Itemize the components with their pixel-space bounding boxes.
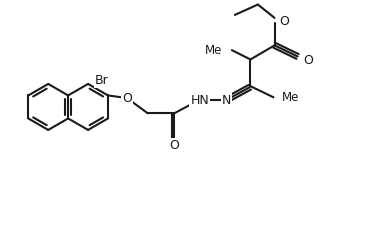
Text: O: O: [170, 139, 179, 152]
Text: Me: Me: [282, 91, 299, 104]
Text: Br: Br: [95, 74, 108, 87]
Text: O: O: [122, 92, 132, 105]
Text: O: O: [303, 54, 313, 67]
Text: N: N: [221, 94, 231, 107]
Text: O: O: [279, 15, 289, 28]
Text: HN: HN: [190, 94, 209, 107]
Text: Me: Me: [205, 44, 223, 57]
